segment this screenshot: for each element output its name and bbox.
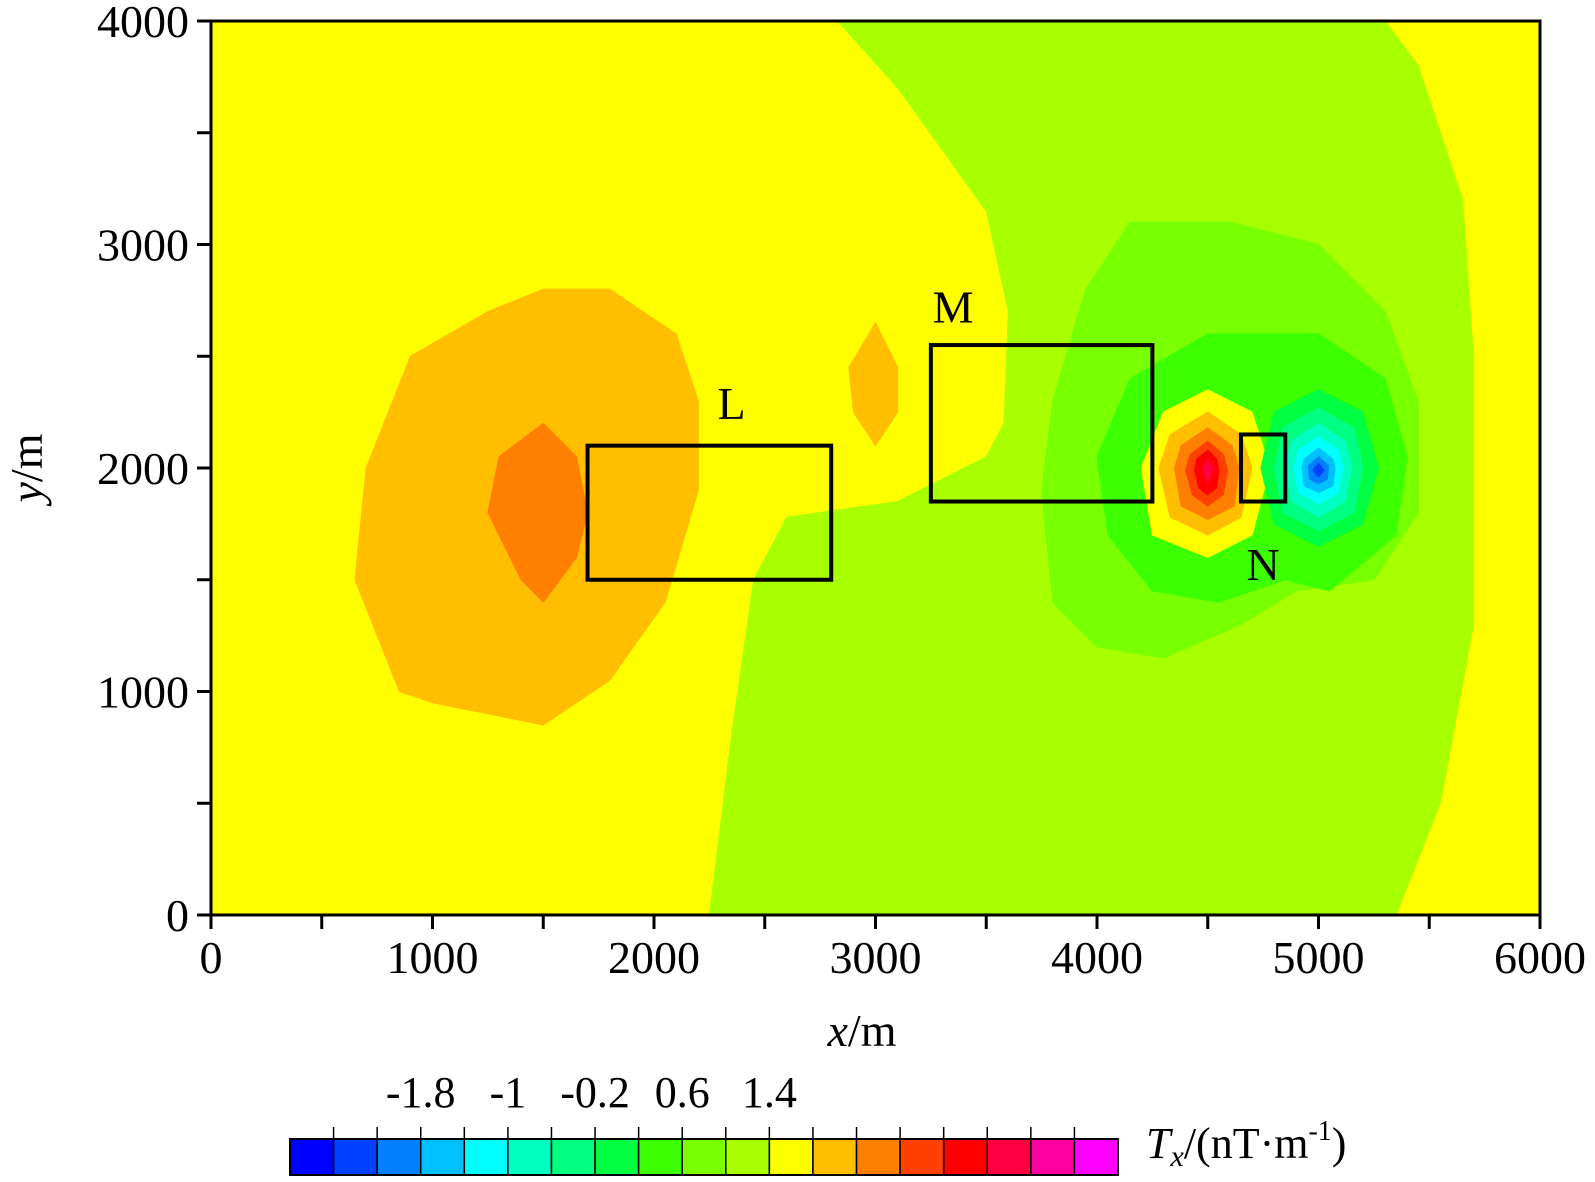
colorbar-swatch	[812, 1138, 858, 1176]
colorbar-swatch	[289, 1138, 335, 1176]
colorbar-tick-label: -1.8	[386, 1068, 456, 1117]
colorbar-swatch	[637, 1138, 683, 1176]
x-tick-label: 6000	[1494, 932, 1586, 983]
colorbar-swatch	[463, 1138, 509, 1176]
contour-region-neg-7	[1312, 463, 1325, 478]
x-tick-label: 5000	[1273, 932, 1365, 983]
colorbar-swatch	[725, 1138, 771, 1176]
y-tick-label: 3000	[97, 220, 189, 271]
colorbar-frame	[289, 1138, 1119, 1176]
colorbar-tick-label: -1	[490, 1068, 527, 1117]
colorbar-tick-label: -0.2	[560, 1068, 630, 1117]
contour-region-orange-small	[848, 322, 899, 447]
contour-layer	[354, 21, 1474, 915]
x-tick-label: 0	[200, 932, 223, 983]
colorbar-swatch	[550, 1138, 596, 1176]
x-axis: 0 1000 2000 3000 4000 5000 6000	[200, 915, 1586, 983]
x-tick-label: 2000	[608, 932, 700, 983]
y-tick-label: 2000	[97, 443, 189, 494]
y-tick-label: 0	[166, 890, 189, 941]
colorbar-label-sub: x	[1169, 1140, 1184, 1173]
colorbar-label-unit: /(nT·m	[1184, 1119, 1309, 1168]
annotation-layer: L M N	[585, 282, 1288, 590]
colorbar-swatch	[986, 1138, 1032, 1176]
x-axis-unit: /m	[848, 1005, 897, 1056]
y-tick-label: 1000	[97, 667, 189, 718]
colorbar-swatch	[1030, 1138, 1076, 1176]
colorbar-tick-label: 0.6	[655, 1068, 710, 1117]
region-label-N: N	[1247, 539, 1280, 590]
colorbar-label-var: T	[1146, 1119, 1174, 1168]
contour-region-pos-6	[1201, 458, 1214, 485]
region-box-M	[928, 343, 1155, 504]
colorbar-swatch	[376, 1138, 422, 1176]
y-axis: 0 1000 2000 3000 4000	[97, 0, 211, 941]
x-tick-label: 4000	[1051, 932, 1143, 983]
colorbar-swatch	[855, 1138, 901, 1176]
region-label-L: L	[717, 378, 745, 429]
x-tick-label: 1000	[387, 932, 479, 983]
region-label-M: M	[933, 282, 974, 333]
colorbar-swatch	[942, 1138, 989, 1176]
contour-region-orange-core	[487, 422, 588, 603]
x-axis-var: x	[827, 1005, 849, 1056]
x-tick-label: 3000	[830, 932, 922, 983]
plot-area	[211, 21, 1540, 915]
region-box-N	[1238, 432, 1288, 504]
colorbar-swatch	[681, 1138, 727, 1176]
colorbar: -1.8 -1 -0.2 0.6 1.4	[289, 1068, 1119, 1176]
colorbar-swatch	[1073, 1138, 1119, 1176]
colorbar-label: Tx/(nT·m-1)	[1146, 1116, 1346, 1173]
y-axis-var: y	[1, 481, 52, 506]
colorbar-swatch	[594, 1138, 640, 1176]
colorbar-tick-label: 1.4	[742, 1068, 797, 1117]
region-box-L	[585, 443, 834, 582]
x-axis-label: x/m	[827, 1005, 897, 1056]
colorbar-label-sup: -1	[1308, 1116, 1331, 1147]
y-tick-label: 4000	[97, 0, 189, 47]
y-axis-label: y/m	[1, 433, 52, 506]
colorbar-swatch	[899, 1138, 945, 1176]
colorbar-label-close: )	[1332, 1119, 1347, 1168]
colorbar-swatch	[419, 1138, 466, 1176]
colorbar-swatch	[332, 1138, 378, 1176]
y-axis-unit: /m	[1, 433, 52, 482]
colorbar-swatch	[768, 1138, 814, 1176]
colorbar-swatch	[507, 1138, 553, 1176]
